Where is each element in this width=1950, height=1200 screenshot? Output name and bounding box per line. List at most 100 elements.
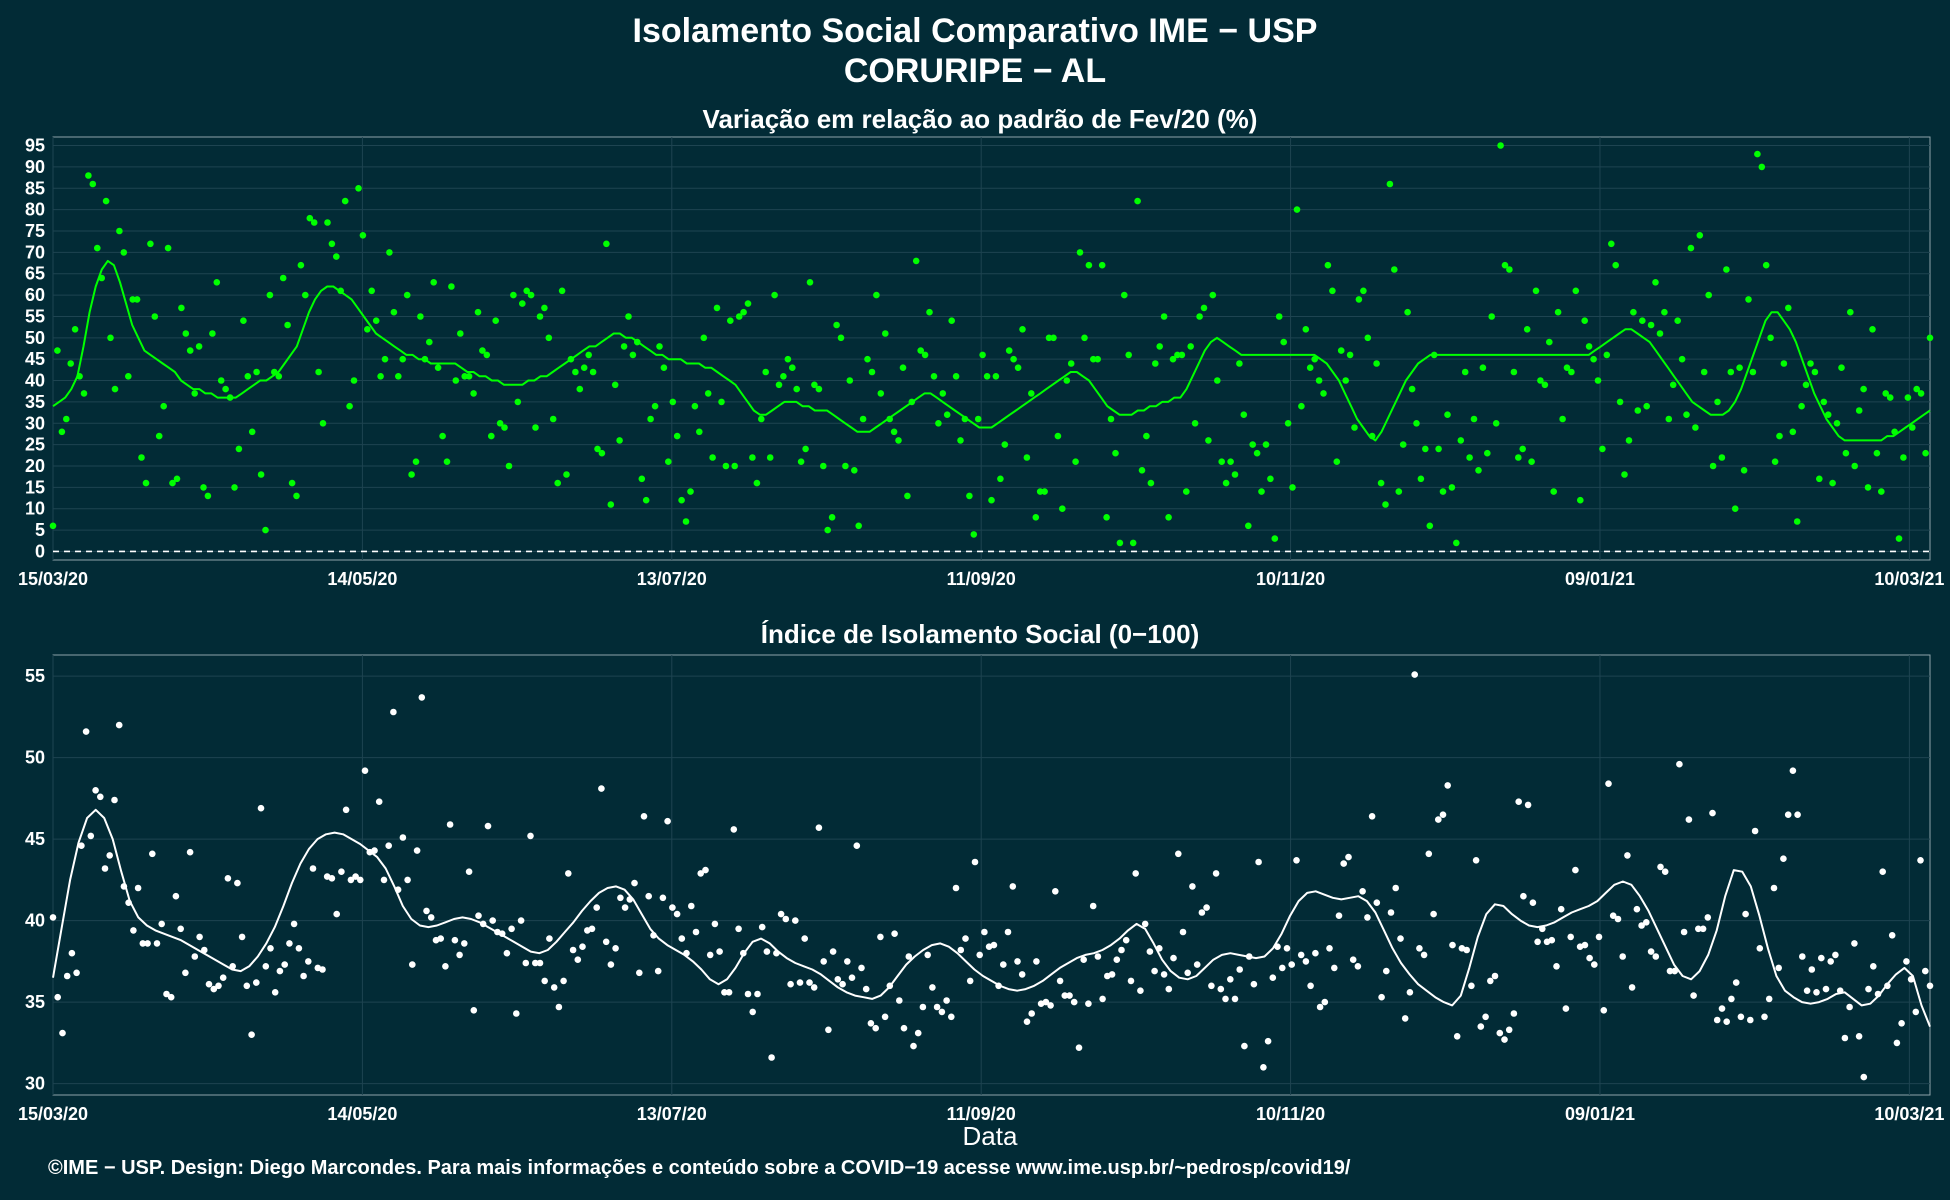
index-data-point xyxy=(1193,961,1201,968)
index-data-point xyxy=(115,721,123,729)
variation-data-point xyxy=(1590,355,1597,363)
index-data-point xyxy=(1501,1036,1508,1043)
index-data-point xyxy=(1435,816,1442,823)
index-data-point xyxy=(1198,909,1206,916)
variation-data-point xyxy=(1329,287,1336,295)
variation-data-point xyxy=(200,484,207,491)
variation-data-point xyxy=(266,291,274,299)
index-x-tick-label: 15/03/20 xyxy=(18,1104,88,1124)
variation-data-point xyxy=(1293,206,1301,213)
index-data-point xyxy=(1231,995,1239,1003)
index-data-point xyxy=(1879,868,1886,875)
variation-data-point xyxy=(67,360,74,367)
variation-data-point xyxy=(1532,287,1540,295)
variation-data-point xyxy=(576,385,584,393)
index-data-point xyxy=(560,977,567,985)
variation-data-point xyxy=(1639,317,1646,324)
variation-y-tick-label: 25 xyxy=(25,435,45,455)
index-data-point xyxy=(1624,852,1631,859)
index-data-point xyxy=(943,997,950,1004)
variation-data-point xyxy=(58,428,66,436)
variation-data-point xyxy=(1236,360,1243,367)
variation-data-point xyxy=(1855,407,1863,414)
variation-data-point xyxy=(1439,488,1447,495)
variation-data-point xyxy=(837,334,845,342)
index-data-point xyxy=(612,945,619,952)
variation-data-point xyxy=(1510,368,1518,376)
index-data-point xyxy=(938,1008,946,1016)
variation-data-point xyxy=(492,317,500,324)
index-y-tick-label: 40 xyxy=(25,911,45,931)
index-data-point xyxy=(1922,967,1929,975)
index-data-point xyxy=(957,946,965,954)
index-data-point xyxy=(792,917,799,924)
variation-data-point xyxy=(1324,261,1332,269)
index-data-point xyxy=(990,941,998,949)
index-data-point xyxy=(252,979,260,986)
index-y-tick-label: 35 xyxy=(25,992,45,1012)
variation-data-point xyxy=(749,454,756,461)
variation-data-point xyxy=(1320,390,1327,397)
variation-data-point xyxy=(1709,462,1717,470)
variation-data-point xyxy=(1869,326,1876,333)
variation-data-point xyxy=(1342,377,1349,384)
index-data-point xyxy=(692,928,700,936)
index-data-point xyxy=(730,826,738,833)
variation-data-point xyxy=(1041,488,1048,495)
variation-data-point xyxy=(240,317,247,324)
index-data-point xyxy=(1165,985,1173,993)
index-data-point xyxy=(896,997,903,1004)
index-data-point xyxy=(1425,850,1433,858)
variation-data-point xyxy=(1878,488,1885,495)
variation-data-point xyxy=(1187,343,1194,350)
variation-data-point xyxy=(1515,454,1522,461)
variation-data-point xyxy=(248,428,256,436)
index-data-point xyxy=(777,910,785,918)
index-data-point xyxy=(1411,671,1418,678)
variation-data-point xyxy=(1501,261,1509,269)
variation-data-point xyxy=(992,373,1000,380)
variation-data-point xyxy=(713,304,721,312)
variation-data-point xyxy=(974,415,982,423)
variation-data-point xyxy=(1767,334,1774,342)
index-data-point xyxy=(1349,956,1357,963)
variation-data-point xyxy=(439,432,446,440)
variation-data-point xyxy=(1125,351,1132,359)
index-data-point xyxy=(1728,995,1735,1003)
index-data-point xyxy=(1515,798,1522,805)
variation-data-point xyxy=(1121,291,1128,299)
index-data-point xyxy=(858,964,865,972)
variation-data-point xyxy=(178,304,185,312)
variation-data-point xyxy=(1484,449,1491,457)
index-data-point xyxy=(1676,760,1683,768)
variation-data-point xyxy=(1785,304,1792,312)
variation-data-point xyxy=(1692,424,1699,431)
variation-data-point xyxy=(1227,458,1234,466)
variation-data-point xyxy=(541,304,548,312)
index-data-point xyxy=(1312,949,1319,957)
variation-data-point xyxy=(744,300,752,307)
variation-data-point xyxy=(107,334,114,342)
variation-data-point xyxy=(1333,458,1341,466)
index-data-point xyxy=(475,912,482,919)
variation-data-point xyxy=(488,432,495,440)
variation-data-point xyxy=(102,197,110,205)
index-data-point xyxy=(905,953,913,960)
variation-data-point xyxy=(1160,313,1168,320)
index-data-point xyxy=(1851,940,1858,947)
index-data-point xyxy=(981,928,988,936)
variation-data-point xyxy=(629,351,637,359)
index-data-point xyxy=(1737,1013,1745,1021)
variation-x-tick-label: 09/01/21 xyxy=(1565,569,1635,589)
variation-data-point xyxy=(1014,364,1022,372)
variation-data-point xyxy=(142,479,150,487)
variation-data-point xyxy=(851,467,858,474)
index-data-point xyxy=(929,984,936,991)
variation-data-point xyxy=(1275,313,1283,320)
index-data-point xyxy=(1870,963,1877,970)
index-data-point xyxy=(1638,922,1645,929)
index-data-point xyxy=(375,798,383,805)
index-data-point xyxy=(1586,954,1593,962)
index-data-point xyxy=(877,933,884,941)
index-data-point xyxy=(758,923,766,931)
